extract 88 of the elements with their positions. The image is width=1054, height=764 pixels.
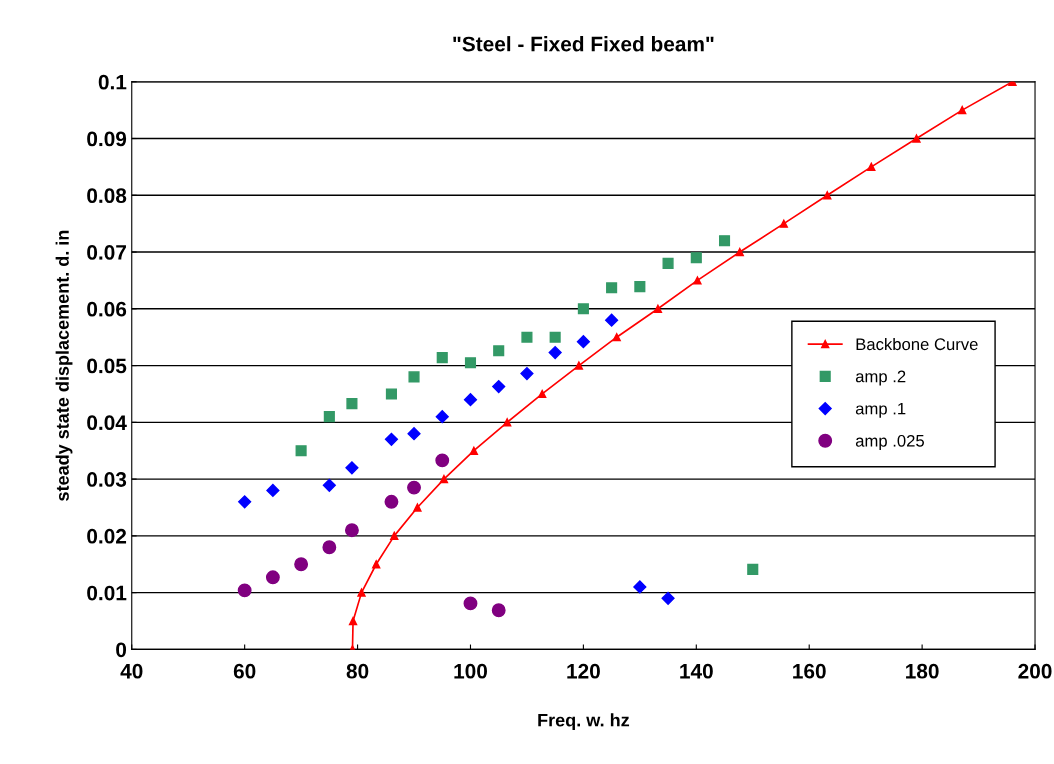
y-axis-title: steady state displacement. d. in bbox=[55, 230, 73, 501]
point bbox=[520, 366, 534, 381]
y-tick-label: 0.07 bbox=[87, 245, 126, 260]
y-tick-label: 0 bbox=[116, 642, 127, 658]
point bbox=[435, 410, 449, 424]
point bbox=[503, 418, 512, 427]
point bbox=[491, 603, 506, 618]
point bbox=[577, 303, 589, 315]
x-tick-label: 60 bbox=[233, 663, 256, 679]
x-tick-label: 80 bbox=[346, 663, 369, 679]
x-tick-label: 200 bbox=[1018, 663, 1052, 679]
point bbox=[323, 411, 335, 423]
point bbox=[407, 427, 421, 441]
point bbox=[385, 388, 397, 400]
point bbox=[653, 304, 663, 313]
point bbox=[294, 557, 309, 572]
point bbox=[823, 191, 832, 200]
point bbox=[463, 393, 478, 407]
x-tick-label: 160 bbox=[793, 663, 826, 679]
point bbox=[867, 162, 876, 172]
x-tick-label: 180 bbox=[906, 663, 939, 679]
y-tick-label: 0.02 bbox=[87, 528, 127, 544]
legend-label: Backbone Curve bbox=[856, 337, 978, 351]
point bbox=[295, 445, 307, 457]
point bbox=[606, 282, 618, 294]
y-tick-label: 0.09 bbox=[87, 131, 127, 147]
y-tick-label: 0.05 bbox=[87, 358, 127, 374]
legend-label: amp .025 bbox=[855, 434, 924, 451]
y-tick-label: 0.03 bbox=[87, 472, 127, 487]
point bbox=[548, 345, 562, 360]
point bbox=[266, 483, 280, 498]
chart-title: "Steel - Fixed Fixed beam" bbox=[453, 36, 714, 52]
point bbox=[521, 331, 533, 343]
point bbox=[413, 503, 422, 512]
point bbox=[633, 580, 647, 594]
point bbox=[322, 478, 336, 492]
point bbox=[348, 616, 358, 626]
point bbox=[958, 105, 967, 115]
point bbox=[735, 247, 744, 257]
point bbox=[384, 494, 399, 509]
y-tick-label: 0.04 bbox=[87, 415, 127, 431]
point bbox=[661, 591, 675, 605]
point bbox=[747, 563, 759, 575]
point bbox=[464, 357, 477, 369]
point bbox=[492, 379, 506, 394]
point bbox=[779, 219, 788, 228]
point bbox=[345, 461, 359, 475]
y-tick-label: 0.06 bbox=[87, 301, 127, 317]
point bbox=[344, 523, 359, 538]
point bbox=[390, 531, 399, 541]
point bbox=[605, 313, 619, 327]
y-tick-label: 0.1 bbox=[98, 74, 127, 90]
point bbox=[634, 281, 646, 293]
point bbox=[436, 352, 448, 364]
point bbox=[408, 371, 420, 383]
x-tick-label: 140 bbox=[680, 663, 713, 679]
point bbox=[372, 560, 381, 569]
point bbox=[265, 570, 280, 585]
point bbox=[469, 446, 479, 455]
point bbox=[576, 335, 590, 349]
y-tick-label: 0.08 bbox=[87, 188, 127, 204]
point bbox=[435, 453, 450, 468]
point bbox=[463, 596, 478, 611]
point bbox=[384, 432, 399, 446]
y-tick-label: 0.01 bbox=[87, 585, 127, 601]
point bbox=[407, 480, 421, 495]
point bbox=[238, 495, 252, 509]
point bbox=[538, 389, 547, 399]
point bbox=[718, 235, 731, 247]
point bbox=[690, 252, 702, 264]
legend-label: amp .1 bbox=[855, 402, 906, 418]
point bbox=[346, 398, 358, 410]
x-axis-title: Freq. w. hz bbox=[538, 713, 630, 731]
point bbox=[493, 345, 505, 357]
point bbox=[322, 540, 337, 555]
x-tick-label: 120 bbox=[567, 663, 600, 679]
point bbox=[439, 474, 449, 484]
point bbox=[357, 588, 366, 597]
point bbox=[574, 361, 584, 370]
legend-label: amp .2 bbox=[855, 370, 906, 386]
point bbox=[549, 331, 561, 343]
point bbox=[662, 257, 674, 269]
point bbox=[693, 276, 702, 285]
point bbox=[612, 333, 621, 342]
point bbox=[237, 583, 252, 598]
x-tick-label: 40 bbox=[120, 663, 143, 679]
point bbox=[912, 134, 921, 143]
x-tick-label: 100 bbox=[454, 663, 488, 679]
